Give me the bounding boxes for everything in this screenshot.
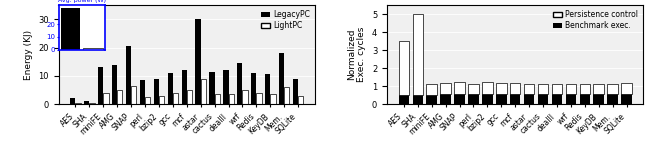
Bar — [181, 70, 187, 104]
Bar — [482, 94, 493, 104]
Bar — [496, 94, 506, 104]
Bar — [566, 84, 576, 94]
Bar — [454, 94, 465, 104]
Bar — [237, 63, 242, 104]
Bar — [413, 95, 423, 104]
Bar — [209, 72, 215, 104]
Bar — [173, 93, 178, 104]
Y-axis label: Normalized
Exec. cycles: Normalized Exec. cycles — [347, 27, 366, 82]
Bar — [70, 98, 75, 104]
Bar — [607, 84, 618, 94]
Bar — [580, 84, 590, 94]
Bar — [159, 96, 164, 104]
Bar — [201, 79, 206, 104]
Bar — [440, 94, 451, 104]
Bar — [398, 41, 409, 95]
Bar — [284, 87, 289, 104]
Bar — [98, 67, 103, 104]
Bar — [621, 82, 632, 94]
Bar — [413, 14, 423, 95]
Bar — [524, 84, 534, 94]
Bar — [482, 82, 493, 94]
Bar — [112, 65, 117, 104]
Bar — [621, 94, 632, 104]
Bar — [426, 84, 437, 95]
Bar — [593, 84, 604, 94]
Bar — [265, 74, 270, 104]
Bar — [398, 95, 409, 104]
Bar — [552, 84, 562, 94]
Bar — [279, 53, 284, 104]
Bar — [242, 90, 248, 104]
Bar — [223, 70, 229, 104]
Bar — [89, 103, 95, 104]
Bar — [196, 19, 201, 104]
Legend: LegacyPC, LightPC: LegacyPC, LightPC — [259, 9, 311, 31]
Bar — [187, 90, 192, 104]
Bar — [298, 96, 304, 104]
Bar — [126, 46, 131, 104]
Bar — [538, 84, 549, 94]
Bar — [454, 82, 465, 94]
Bar — [75, 103, 81, 104]
Bar — [145, 97, 150, 104]
Bar — [566, 94, 576, 104]
Bar — [468, 94, 479, 104]
Bar — [153, 79, 159, 104]
Bar — [580, 94, 590, 104]
Bar — [84, 101, 89, 104]
Bar — [510, 82, 521, 94]
Bar — [229, 94, 234, 104]
Bar — [468, 84, 479, 94]
Bar — [593, 94, 604, 104]
Bar — [117, 90, 122, 104]
Bar — [524, 94, 534, 104]
Bar — [140, 80, 145, 104]
Bar — [131, 86, 136, 104]
Bar — [440, 82, 451, 94]
Bar — [496, 82, 506, 94]
Y-axis label: Energy (KJ): Energy (KJ) — [23, 30, 32, 80]
Bar — [607, 94, 618, 104]
Bar — [251, 73, 256, 104]
Bar — [538, 94, 549, 104]
Bar — [103, 93, 109, 104]
Bar — [510, 94, 521, 104]
Bar — [270, 94, 276, 104]
Bar — [214, 94, 220, 104]
Bar — [426, 95, 437, 104]
Legend: Persistence control, Benchmark exec.: Persistence control, Benchmark exec. — [551, 9, 640, 31]
Bar — [293, 79, 298, 104]
Bar — [168, 73, 173, 104]
Bar — [256, 93, 262, 104]
Bar — [552, 94, 562, 104]
